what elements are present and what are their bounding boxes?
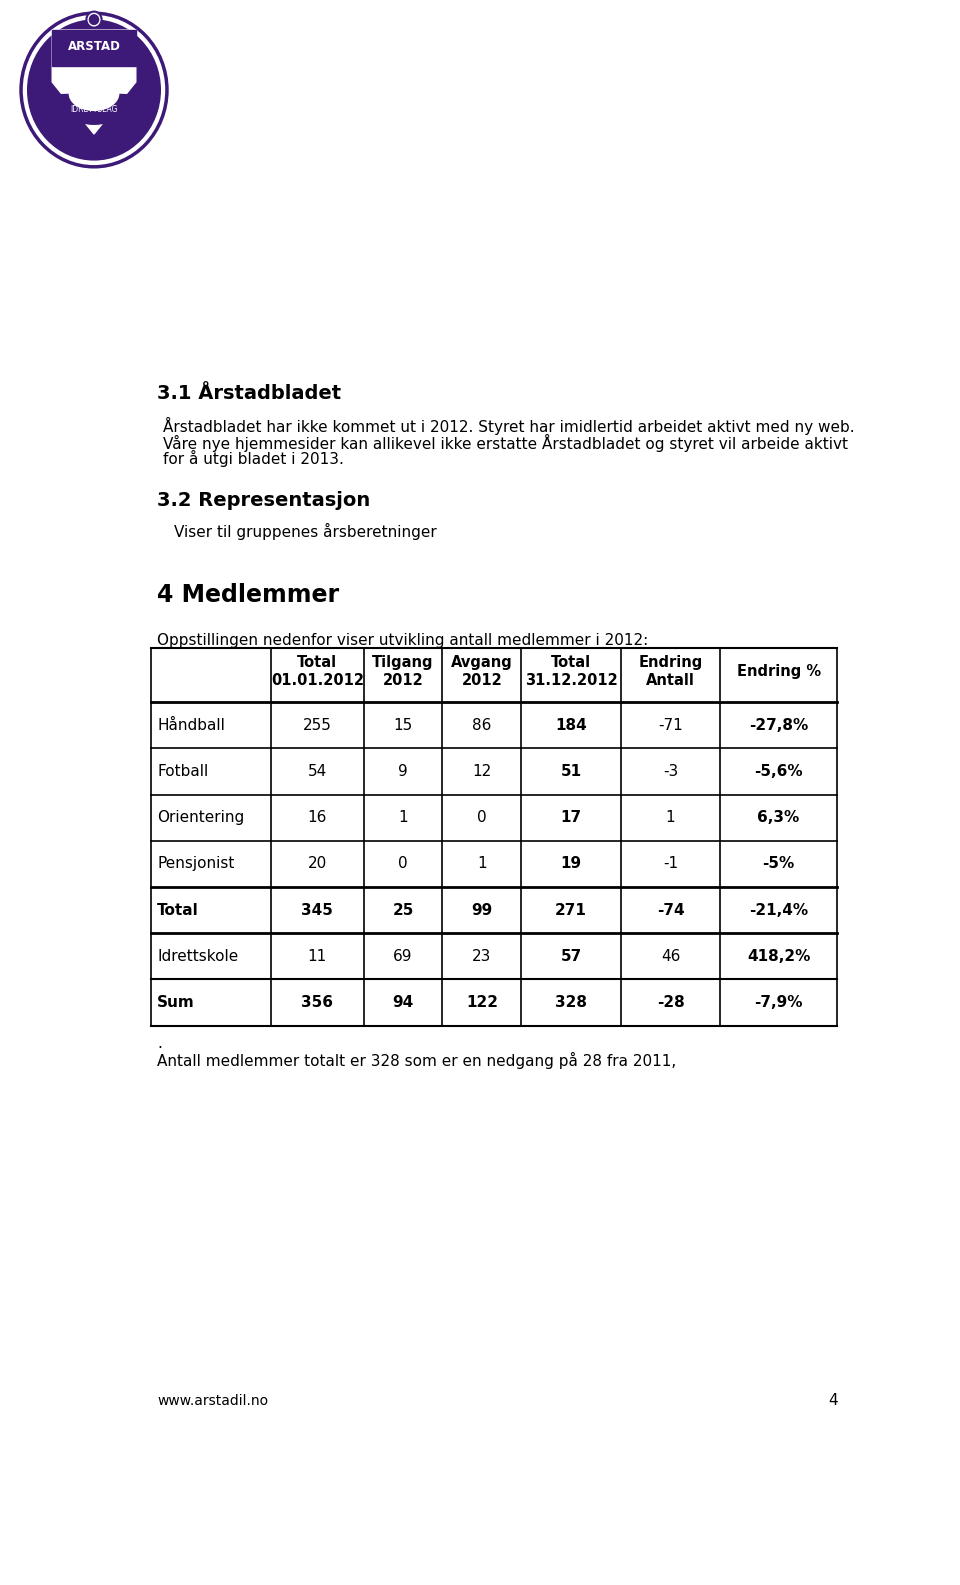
Text: Antall medlemmer totalt er 328 som er en nedgang på 28 fra 2011,: Antall medlemmer totalt er 328 som er en… bbox=[157, 1052, 677, 1068]
Text: 1: 1 bbox=[665, 810, 676, 826]
Text: 19: 19 bbox=[561, 856, 582, 872]
Text: Våre nye hjemmesider kan allikevel ikke erstatte Årstadbladet og styret vil arbe: Våre nye hjemmesider kan allikevel ikke … bbox=[162, 434, 848, 452]
Text: Årstadbladet har ikke kommet ut i 2012. Styret har imidlertid arbeidet aktivt me: Årstadbladet har ikke kommet ut i 2012. … bbox=[162, 417, 854, 434]
Polygon shape bbox=[52, 30, 135, 67]
Text: -7,9%: -7,9% bbox=[755, 995, 803, 1010]
Text: 345: 345 bbox=[301, 902, 333, 918]
Circle shape bbox=[21, 13, 167, 166]
Text: 122: 122 bbox=[466, 995, 498, 1010]
Text: 3.2 Representasjon: 3.2 Representasjon bbox=[157, 490, 371, 509]
Text: .: . bbox=[157, 1037, 162, 1051]
Text: 0: 0 bbox=[477, 810, 487, 826]
Text: Total: Total bbox=[551, 655, 591, 669]
Text: 16: 16 bbox=[307, 810, 327, 826]
Text: Total: Total bbox=[298, 655, 337, 669]
Text: Oppstillingen nedenfor viser utvikling antall medlemmer i 2012:: Oppstillingen nedenfor viser utvikling a… bbox=[157, 632, 648, 648]
Text: 57: 57 bbox=[561, 949, 582, 964]
Text: 4 Medlemmer: 4 Medlemmer bbox=[157, 583, 339, 607]
Text: 4: 4 bbox=[828, 1393, 838, 1407]
Text: -74: -74 bbox=[657, 902, 684, 918]
Text: 23: 23 bbox=[472, 949, 492, 964]
Text: 11: 11 bbox=[308, 949, 327, 964]
Text: Pensjonist: Pensjonist bbox=[157, 856, 234, 872]
Text: 51: 51 bbox=[561, 764, 582, 780]
Text: Avgang: Avgang bbox=[451, 655, 513, 669]
Text: Orientering: Orientering bbox=[157, 810, 245, 826]
Text: 31.12.2012: 31.12.2012 bbox=[525, 674, 617, 688]
Text: 418,2%: 418,2% bbox=[747, 949, 810, 964]
Text: 17: 17 bbox=[561, 810, 582, 826]
Text: Tilgang: Tilgang bbox=[372, 655, 434, 669]
Text: Sum: Sum bbox=[157, 995, 195, 1010]
Text: -1: -1 bbox=[663, 856, 678, 872]
Text: 20: 20 bbox=[308, 856, 327, 872]
Text: 46: 46 bbox=[660, 949, 681, 964]
Text: 184: 184 bbox=[555, 718, 587, 732]
Text: 86: 86 bbox=[472, 718, 492, 732]
Text: Håndball: Håndball bbox=[157, 718, 225, 732]
Text: for å utgi bladet i 2013.: for å utgi bladet i 2013. bbox=[162, 450, 344, 468]
Circle shape bbox=[89, 14, 99, 24]
Text: Fotball: Fotball bbox=[157, 764, 208, 780]
Text: Antall: Antall bbox=[646, 674, 695, 688]
Text: IDRETTSLAG: IDRETTSLAG bbox=[70, 106, 118, 114]
Text: 255: 255 bbox=[303, 718, 332, 732]
Text: 3.1 Årstadbladet: 3.1 Årstadbladet bbox=[157, 384, 342, 403]
Text: -27,8%: -27,8% bbox=[749, 718, 808, 732]
Circle shape bbox=[86, 11, 102, 27]
Text: -5%: -5% bbox=[762, 856, 795, 872]
Text: 2012: 2012 bbox=[383, 674, 423, 688]
Text: 271: 271 bbox=[555, 902, 587, 918]
Text: www.arstadil.no: www.arstadil.no bbox=[157, 1393, 269, 1407]
Text: 99: 99 bbox=[471, 902, 492, 918]
Text: 12: 12 bbox=[472, 764, 492, 780]
Text: 94: 94 bbox=[393, 995, 414, 1010]
Text: -71: -71 bbox=[659, 718, 683, 732]
Text: 25: 25 bbox=[393, 902, 414, 918]
Text: -28: -28 bbox=[657, 995, 684, 1010]
Text: Endring %: Endring % bbox=[736, 664, 821, 678]
Circle shape bbox=[26, 17, 162, 162]
Text: 54: 54 bbox=[308, 764, 327, 780]
Text: 0: 0 bbox=[398, 856, 408, 872]
Text: 356: 356 bbox=[301, 995, 333, 1010]
Text: ARSTAD: ARSTAD bbox=[67, 40, 120, 54]
Text: Viser til gruppenes årsberetninger: Viser til gruppenes årsberetninger bbox=[175, 523, 437, 540]
Text: 01.01.2012: 01.01.2012 bbox=[271, 674, 364, 688]
Text: 9: 9 bbox=[398, 764, 408, 780]
Text: -21,4%: -21,4% bbox=[749, 902, 808, 918]
Text: 6,3%: 6,3% bbox=[757, 810, 800, 826]
Text: -5,6%: -5,6% bbox=[755, 764, 803, 780]
Text: -3: -3 bbox=[663, 764, 678, 780]
Polygon shape bbox=[52, 30, 135, 135]
Text: 1: 1 bbox=[398, 810, 408, 826]
Text: Total: Total bbox=[157, 902, 199, 918]
Text: Endring: Endring bbox=[638, 655, 703, 669]
Text: 69: 69 bbox=[394, 949, 413, 964]
Text: 15: 15 bbox=[394, 718, 413, 732]
Text: 2012: 2012 bbox=[462, 674, 502, 688]
Text: Idrettskole: Idrettskole bbox=[157, 949, 238, 964]
Text: 1: 1 bbox=[477, 856, 487, 872]
Text: 328: 328 bbox=[555, 995, 588, 1010]
